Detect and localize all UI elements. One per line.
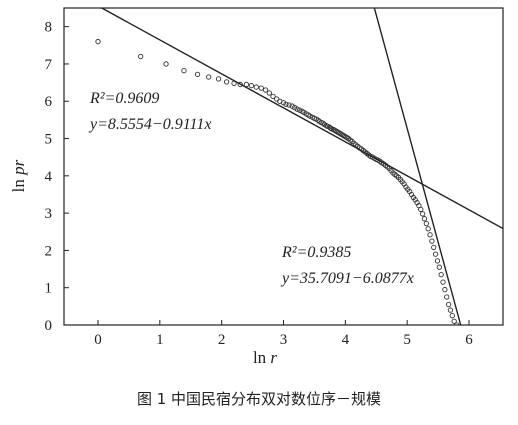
y-tick-label: 6 [45, 94, 53, 110]
data-point [258, 85, 264, 91]
fit2-equation-label: y=35.7091−6.0877x [280, 270, 414, 287]
x-tick-label: 2 [218, 332, 226, 348]
data-point [286, 102, 292, 108]
data-point [432, 251, 439, 257]
fit2-r2-label: R²=0.9385 [281, 244, 351, 261]
data-point [423, 220, 429, 227]
data-point [307, 113, 313, 119]
data-point [266, 90, 272, 96]
data-point [451, 318, 457, 324]
data-point [262, 87, 269, 93]
data-point [194, 71, 201, 78]
data-point [274, 96, 280, 102]
data-point [438, 272, 444, 278]
data-point [283, 101, 289, 107]
x-tick-label: 3 [280, 332, 288, 348]
y-tick-label: 5 [45, 132, 53, 148]
data-point [425, 226, 431, 232]
y-tick-label: 3 [45, 206, 53, 222]
data-point [253, 84, 259, 90]
data-point [427, 232, 433, 238]
regression-line-2 [373, 8, 462, 325]
y-tick-label: 0 [45, 318, 53, 334]
y-tick-label: 1 [45, 281, 53, 297]
y-tick-label: 7 [45, 57, 53, 73]
regression-line-1 [100, 8, 503, 230]
fit1-equation-label: y=8.5554−0.9111x [88, 116, 211, 133]
data-point [163, 61, 169, 67]
x-tick-label: 1 [156, 332, 164, 348]
y-axis-label: ln pr [9, 159, 28, 192]
data-point [296, 107, 303, 113]
data-point [270, 93, 276, 100]
data-point [419, 211, 426, 217]
data-point [429, 238, 435, 244]
data-point [445, 301, 452, 308]
data-point [421, 216, 428, 222]
fit1-r2-label: R²=0.9609 [89, 90, 159, 107]
data-point [248, 82, 254, 89]
y-tick-label: 8 [45, 20, 53, 36]
regression-lines [100, 8, 503, 325]
data-point [138, 53, 144, 60]
data-point [444, 294, 450, 300]
data-point [447, 307, 454, 313]
data-point [206, 74, 212, 80]
y-tick-label: 2 [45, 243, 53, 259]
x-tick-label: 5 [403, 332, 411, 348]
data-points [95, 38, 460, 325]
figure-caption: 图 1 中国民宿分布双对数位序－规模 [136, 390, 382, 408]
x-tick-label: 4 [342, 332, 350, 348]
data-point [434, 258, 441, 264]
data-point [223, 79, 230, 85]
x-tick-label: 0 [94, 332, 102, 348]
data-point [449, 313, 455, 319]
data-point [181, 68, 187, 74]
data-point [294, 106, 300, 112]
data-point [215, 76, 222, 82]
x-tick-label: 6 [465, 332, 473, 348]
data-point [440, 279, 446, 285]
axis-ticks: 0 1 2 3 4 5 6 0 1 2 3 4 5 6 7 8 [45, 20, 474, 348]
data-point [95, 38, 101, 45]
data-point [442, 286, 448, 293]
data-point [243, 81, 250, 88]
data-point [431, 244, 437, 251]
data-point [237, 81, 243, 88]
x-axis-label: ln r [253, 348, 277, 367]
data-point [436, 264, 442, 270]
y-tick-label: 4 [45, 169, 53, 185]
data-point [418, 206, 424, 213]
